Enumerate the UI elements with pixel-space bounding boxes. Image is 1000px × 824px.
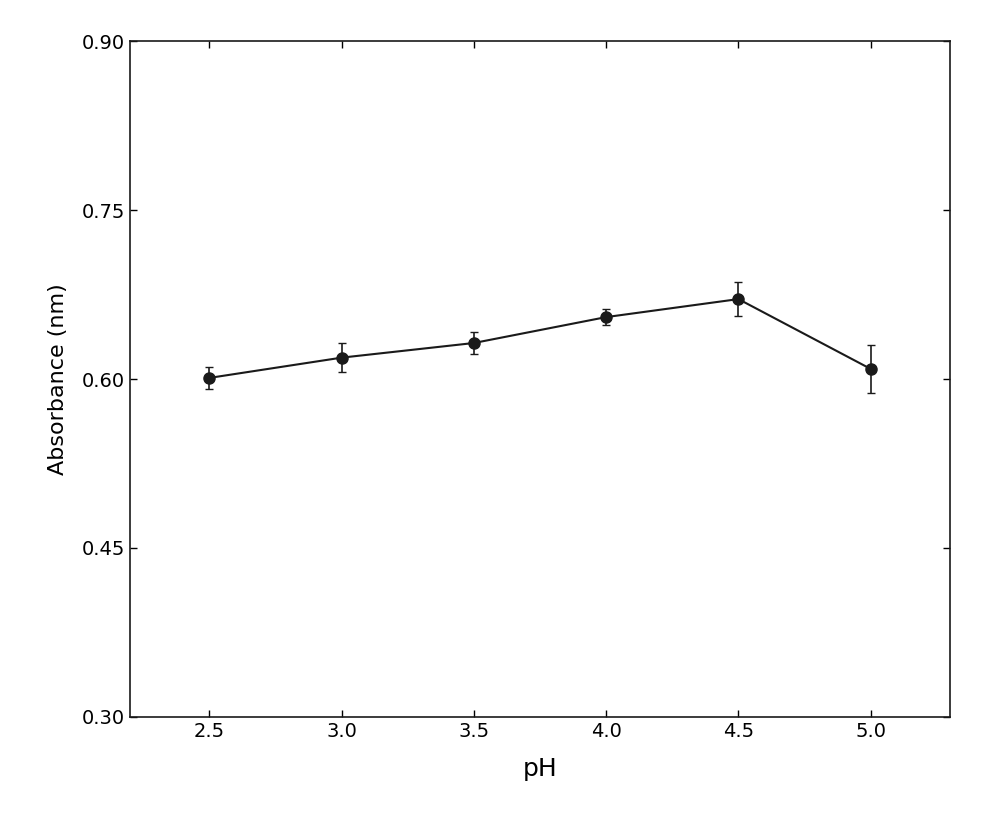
- X-axis label: pH: pH: [523, 757, 557, 781]
- Y-axis label: Absorbance (nm): Absorbance (nm): [48, 283, 68, 475]
